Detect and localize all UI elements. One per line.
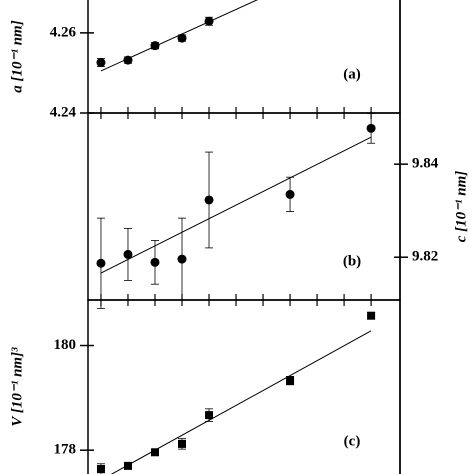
point [150, 448, 159, 457]
fit-line [100, 136, 372, 274]
panel-label: (a) [343, 66, 361, 82]
y-tick-label: 180 [54, 337, 77, 353]
point [204, 195, 214, 205]
point [205, 411, 214, 420]
panel-frame [87, 112, 401, 301]
point [150, 41, 160, 51]
y-tick-label: 9.82 [412, 249, 438, 265]
y-tick-label: 4.24 [50, 104, 77, 120]
point [96, 258, 106, 268]
point [367, 311, 376, 320]
y-tick-label: 9.84 [412, 156, 439, 172]
point [123, 461, 132, 470]
point [123, 55, 133, 65]
fit-line [110, 330, 372, 474]
point [204, 16, 214, 26]
point [178, 439, 187, 448]
point [96, 465, 105, 474]
point [150, 257, 160, 267]
y-axis-label: c [10⁻¹ nm] [453, 171, 469, 243]
point [177, 33, 187, 43]
y-tick-label: 4.26 [50, 24, 77, 40]
point [285, 189, 295, 199]
point [366, 123, 376, 133]
panel-label: (b) [343, 253, 361, 269]
point [286, 376, 295, 385]
y-axis-label: V [10⁻¹ nm]³ [9, 347, 25, 427]
y-axis-label: a [10⁻¹ nm] [9, 20, 25, 92]
point [123, 249, 133, 259]
point [177, 254, 187, 264]
panel-label: (c) [344, 433, 361, 449]
panel-frame [87, 0, 401, 114]
point [96, 58, 106, 68]
y-tick-label: 178 [54, 442, 77, 458]
